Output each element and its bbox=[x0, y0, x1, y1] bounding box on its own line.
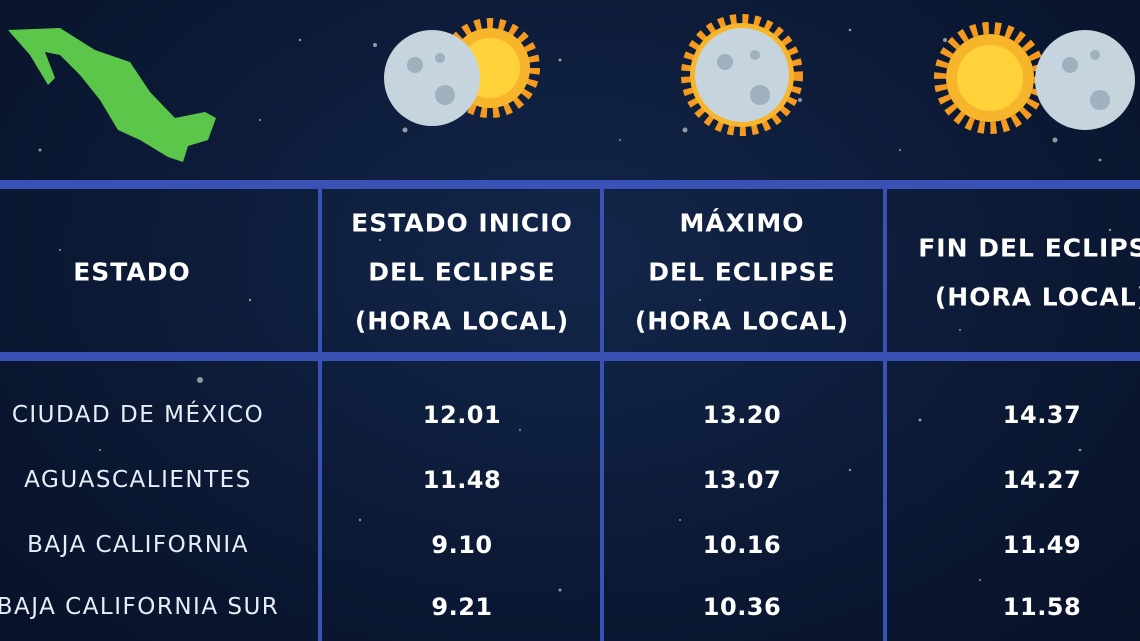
time-value: 14.37 bbox=[1002, 401, 1082, 429]
column-header: ESTADO bbox=[73, 257, 191, 287]
state-name: BAJA CALIFORNIA bbox=[27, 532, 249, 558]
column-header: MÁXIMO bbox=[679, 208, 805, 238]
column-header: (HORA LOCAL) bbox=[634, 306, 850, 336]
eclipse-end-icon bbox=[934, 22, 1135, 134]
time-value: 9.21 bbox=[431, 593, 493, 621]
time-value: 13.20 bbox=[702, 401, 782, 429]
time-value: 9.10 bbox=[431, 531, 493, 559]
time-value: 13.07 bbox=[702, 466, 782, 494]
column-header: FIN DEL ECLIPSE bbox=[918, 233, 1140, 262]
state-name: CIUDAD DE MÉXICO bbox=[11, 402, 265, 428]
time-value: 11.58 bbox=[1002, 593, 1082, 621]
time-value: 11.49 bbox=[1002, 531, 1082, 559]
eclipse-start-icon bbox=[384, 18, 540, 126]
time-value: 12.01 bbox=[422, 401, 502, 429]
column-header: DEL ECLIPSE bbox=[648, 257, 836, 287]
state-name: BAJA CALIFORNIA SUR bbox=[0, 594, 280, 620]
time-value: 10.36 bbox=[702, 593, 782, 621]
mexico-map bbox=[8, 28, 216, 162]
table-lines bbox=[0, 180, 1140, 641]
time-value: 14.27 bbox=[1002, 466, 1082, 494]
stars bbox=[38, 28, 1112, 592]
column-header: DEL ECLIPSE bbox=[368, 257, 556, 287]
time-value: 11.48 bbox=[422, 466, 502, 494]
time-value: 10.16 bbox=[702, 531, 782, 559]
column-header: ESTADO INICIO bbox=[351, 208, 573, 238]
column-header: (HORA LOCAL) bbox=[934, 282, 1140, 311]
state-name: AGUASCALIENTES bbox=[24, 467, 252, 493]
column-header: (HORA LOCAL) bbox=[354, 306, 570, 336]
eclipse-max-icon bbox=[681, 14, 803, 136]
